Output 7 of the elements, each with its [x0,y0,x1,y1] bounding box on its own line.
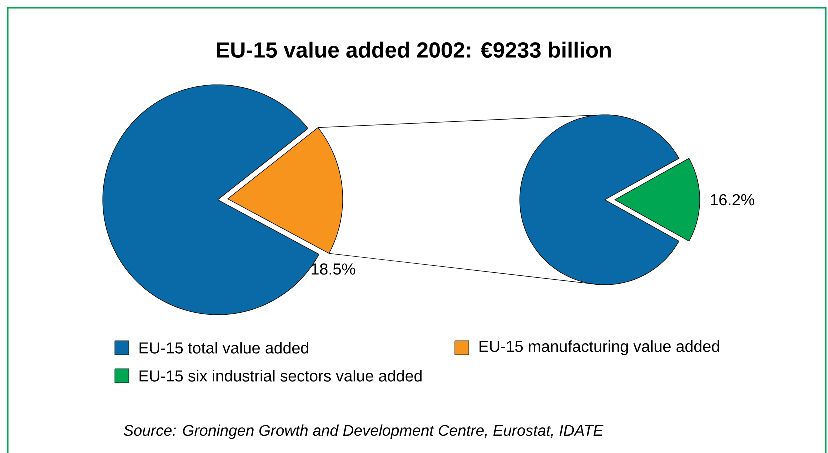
data-label: 16.2% [711,194,755,206]
legend-label: EU-15 total value added [140,342,308,354]
legend-label: EU-15 six industrial sectors value added [140,370,422,382]
data-label: 18.5% [312,264,356,275]
chart-title: EU-15 value added 2002: €9233 billion [217,42,611,58]
legend-label: EU-15 manufacturing value added [480,340,720,356]
source-note: Source: Groningen Growth and Development Centre, Eurostat, IDATE [124,424,604,440]
